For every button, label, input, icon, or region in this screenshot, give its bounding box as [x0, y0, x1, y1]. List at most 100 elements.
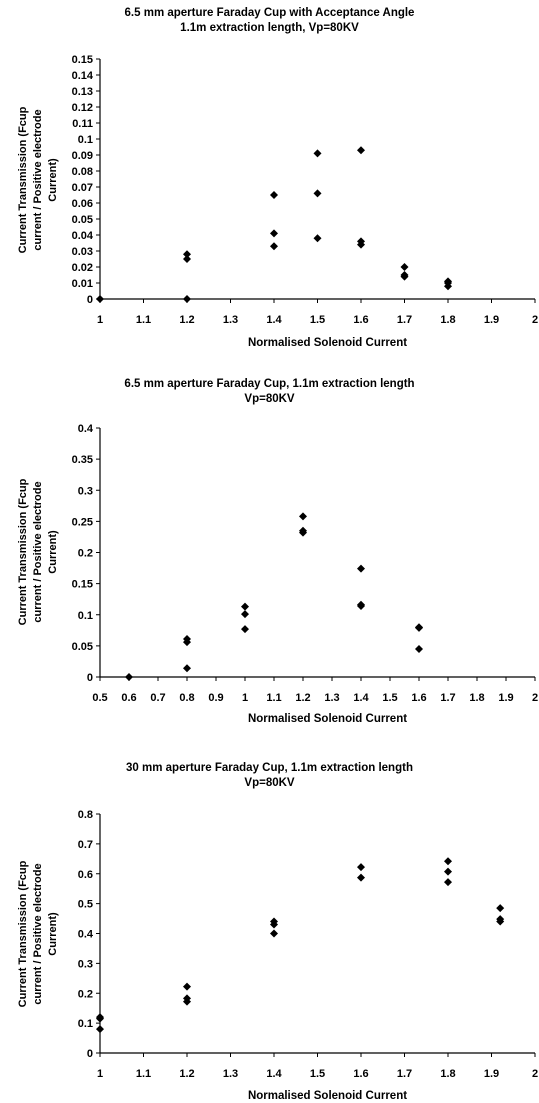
y-tick-label: 0.05 — [72, 641, 93, 653]
y-tick-label: 0.3 — [78, 485, 93, 497]
data-point — [357, 564, 365, 573]
data-point — [299, 528, 307, 537]
x-tick-label: 1.2 — [179, 314, 194, 326]
y-tick-label: 0.01 — [72, 278, 93, 290]
data-point — [96, 1025, 104, 1034]
data-point — [183, 664, 191, 673]
data-point — [415, 623, 423, 632]
x-tick-label: 1.4 — [353, 692, 369, 704]
y-tick-label: 0.07 — [72, 182, 93, 194]
y-tick-label: 0.14 — [72, 70, 94, 82]
y-axis-label-line: Current) — [47, 912, 59, 956]
data-point — [357, 602, 365, 611]
data-point — [183, 997, 191, 1006]
x-tick-label: 1.2 — [179, 1068, 194, 1080]
x-tick-label: 0.8 — [179, 692, 194, 704]
y-tick-label: 0 — [87, 294, 93, 306]
y-axis-label-line: Current Transmission (Fcup — [17, 860, 29, 1007]
data-point — [444, 857, 452, 866]
data-point — [357, 873, 365, 882]
y-tick-label: 0 — [87, 672, 93, 684]
x-tick-label: 1.9 — [498, 692, 513, 704]
x-tick-label: 1.8 — [469, 692, 484, 704]
data-point — [313, 189, 322, 198]
chart-1-subtitle: 1.1m extraction length, Vp=80KV — [180, 22, 359, 34]
data-point — [183, 250, 191, 259]
x-tick-label: 1.6 — [353, 1068, 368, 1080]
x-tick-label: 1.8 — [440, 314, 455, 326]
x-tick-label: 1.7 — [397, 1068, 412, 1080]
data-point — [496, 917, 505, 926]
chart-2-title: 6.5 mm aperture Faraday Cup, 1.1m extrac… — [124, 378, 415, 390]
y-tick-label: 0.08 — [72, 166, 93, 178]
y-axis-label-line: Current) — [47, 530, 59, 574]
y-axis-label: Current Transmission (Fcup current / Posi… — [17, 478, 59, 625]
y-tick-label: 0.04 — [72, 230, 94, 242]
data-point — [400, 263, 409, 271]
y-tick-label: 0.25 — [72, 516, 93, 528]
data-point — [357, 863, 365, 872]
x-tick-label: 1.3 — [223, 314, 238, 326]
data-point — [183, 295, 191, 303]
x-tick-label: 1.3 — [324, 692, 339, 704]
y-tick-label: 0.1 — [78, 1018, 93, 1030]
x-tick-label: 1.2 — [295, 692, 310, 704]
x-tick-label: 1.9 — [484, 1068, 499, 1080]
x-tick-label: 1.4 — [266, 314, 282, 326]
x-tick-label: 2 — [532, 692, 538, 704]
x-tick-label: 1.5 — [310, 1068, 325, 1080]
y-tick-label: 0.15 — [72, 579, 93, 591]
data-point — [313, 234, 322, 243]
chart-3-subtitle: Vp=80KV — [244, 777, 295, 789]
x-axis-label: Normalised Solenoid Current — [248, 713, 407, 725]
x-tick-label: 1.7 — [440, 692, 455, 704]
data-point — [183, 255, 191, 263]
x-tick-label: 0.6 — [121, 692, 136, 704]
data-point — [357, 146, 365, 155]
y-axis-label-line: Current Transmission (Fcup — [17, 478, 29, 625]
y-tick-label: 0.2 — [78, 548, 93, 560]
y-tick-label: 0.06 — [72, 198, 93, 210]
y-tick-label: 0.12 — [72, 102, 93, 114]
x-tick-label: 1.9 — [484, 314, 499, 326]
x-tick-label: 1 — [242, 692, 248, 704]
data-point — [241, 610, 249, 619]
data-point — [496, 904, 505, 913]
data-point — [125, 673, 133, 681]
data-point — [270, 242, 278, 251]
data-point — [270, 920, 278, 929]
data-point — [96, 1014, 104, 1023]
chart-3-title: 30 mm aperture Faraday Cup, 1.1m extract… — [126, 762, 413, 774]
y-axis-label: Current Transmission (Fcup current / Posi… — [17, 106, 59, 253]
y-tick-label: 0.02 — [72, 262, 93, 274]
y-tick-label: 0.7 — [78, 839, 93, 851]
y-tick-label: 0.03 — [72, 246, 93, 258]
y-axis-label: Current Transmission (Fcup current / Posi… — [17, 860, 59, 1007]
data-point — [96, 295, 104, 303]
x-tick-label: 1 — [97, 1068, 103, 1080]
data-point — [183, 982, 191, 991]
data-point — [270, 929, 278, 938]
x-tick-label: 2 — [532, 314, 538, 326]
x-tick-label: 1.5 — [310, 314, 325, 326]
data-point — [313, 149, 322, 158]
y-tick-label: 0.4 — [78, 929, 94, 941]
y-tick-label: 0.13 — [72, 86, 93, 98]
y-tick-label: 0.09 — [72, 150, 93, 162]
x-tick-label: 1.8 — [440, 1068, 455, 1080]
x-axis-label: Normalised Solenoid Current — [248, 337, 407, 349]
data-point — [357, 240, 365, 249]
y-tick-label: 0.1 — [78, 610, 93, 622]
y-tick-label: 0.8 — [78, 809, 93, 821]
data-point — [183, 638, 191, 647]
x-tick-label: 2 — [532, 1068, 538, 1080]
data-point — [400, 272, 409, 281]
y-tick-label: 0.6 — [78, 869, 93, 881]
x-tick-label: 1.7 — [397, 314, 412, 326]
data-point — [299, 512, 307, 521]
x-tick-label: 1.1 — [266, 692, 281, 704]
y-tick-label: 0.4 — [78, 423, 94, 435]
data-point — [241, 625, 249, 634]
